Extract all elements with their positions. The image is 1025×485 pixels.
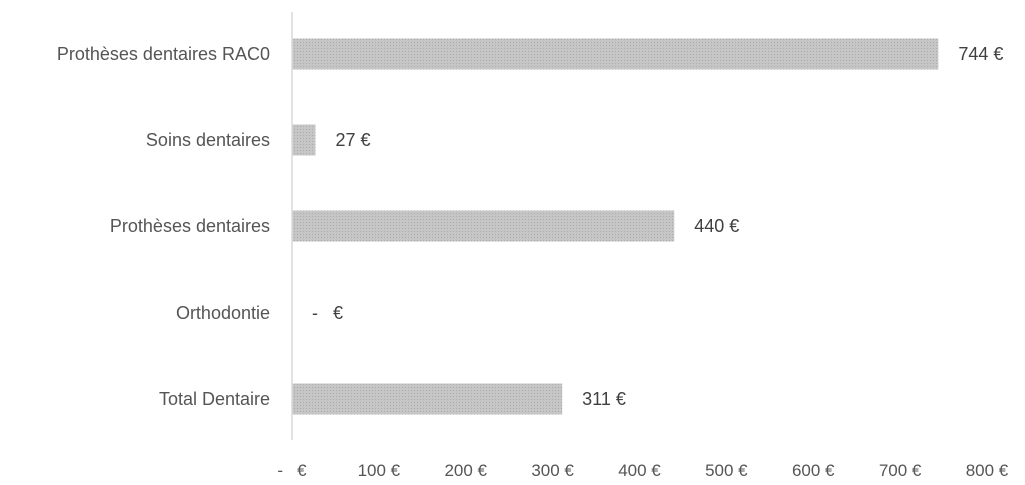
- bar-protheses-dentaires: [292, 210, 675, 242]
- category-label-soins-dentaires: Soins dentaires: [146, 130, 270, 150]
- bar-soins-dentaires: [292, 124, 316, 156]
- bar-total-dentaire: [292, 383, 563, 415]
- data-label-orthodontie: - €: [312, 303, 343, 323]
- data-label-protheses-dentaires-rac0: 744 €: [958, 44, 1003, 64]
- category-label-protheses-dentaires-rac0: Prothèses dentaires RAC0: [57, 44, 270, 64]
- bars-group: [292, 38, 939, 415]
- x-tick-label: 700 €: [879, 461, 922, 480]
- x-tick-label: 600 €: [792, 461, 835, 480]
- data-label-total-dentaire: 311 €: [582, 389, 626, 409]
- bar-protheses-dentaires-rac0: [292, 38, 939, 70]
- category-label-protheses-dentaires: Prothèses dentaires: [110, 216, 270, 236]
- x-tick-label: 500 €: [705, 461, 748, 480]
- data-label-protheses-dentaires: 440 €: [694, 216, 739, 236]
- labels-group: Prothèses dentaires RAC0 744 € Soins denta…: [57, 44, 1009, 480]
- x-tick-label: - €: [277, 461, 307, 480]
- x-tick-label: 300 €: [531, 461, 574, 480]
- x-tick-label: 800 €: [966, 461, 1009, 480]
- category-label-orthodontie: Orthodontie: [176, 303, 270, 323]
- x-tick-label: 100 €: [358, 461, 401, 480]
- x-tick-label: 400 €: [618, 461, 661, 480]
- category-label-total-dentaire: Total Dentaire: [159, 389, 270, 409]
- x-tick-label: 200 €: [444, 461, 487, 480]
- data-label-soins-dentaires: 27 €: [335, 130, 370, 150]
